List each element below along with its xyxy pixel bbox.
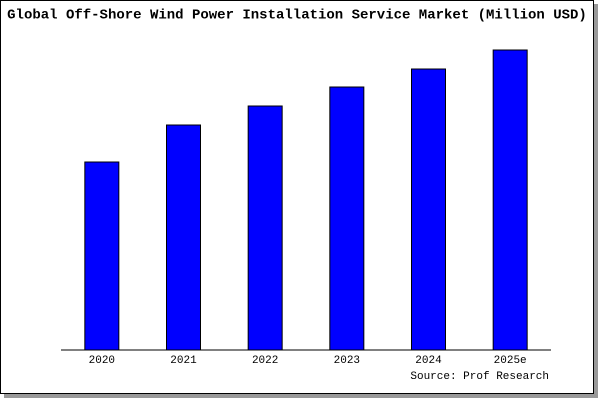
bar xyxy=(411,68,446,351)
x-tick-label: 2025e xyxy=(494,355,527,367)
source-note: Source: Prof Research xyxy=(410,371,549,383)
plot-area xyxy=(61,48,551,350)
bar xyxy=(329,86,365,351)
x-tick-label: 2024 xyxy=(415,355,442,367)
bar xyxy=(166,124,201,351)
x-tick-label: 2020 xyxy=(89,355,115,367)
x-tick-label: 2021 xyxy=(170,355,197,367)
bar xyxy=(84,161,120,351)
bar xyxy=(247,105,283,351)
bar xyxy=(492,49,528,351)
x-tick-label: 2022 xyxy=(252,355,278,367)
x-tick-label: 2023 xyxy=(334,355,360,367)
chart-title: Global Off-Shore Wind Power Installation… xyxy=(7,8,587,24)
